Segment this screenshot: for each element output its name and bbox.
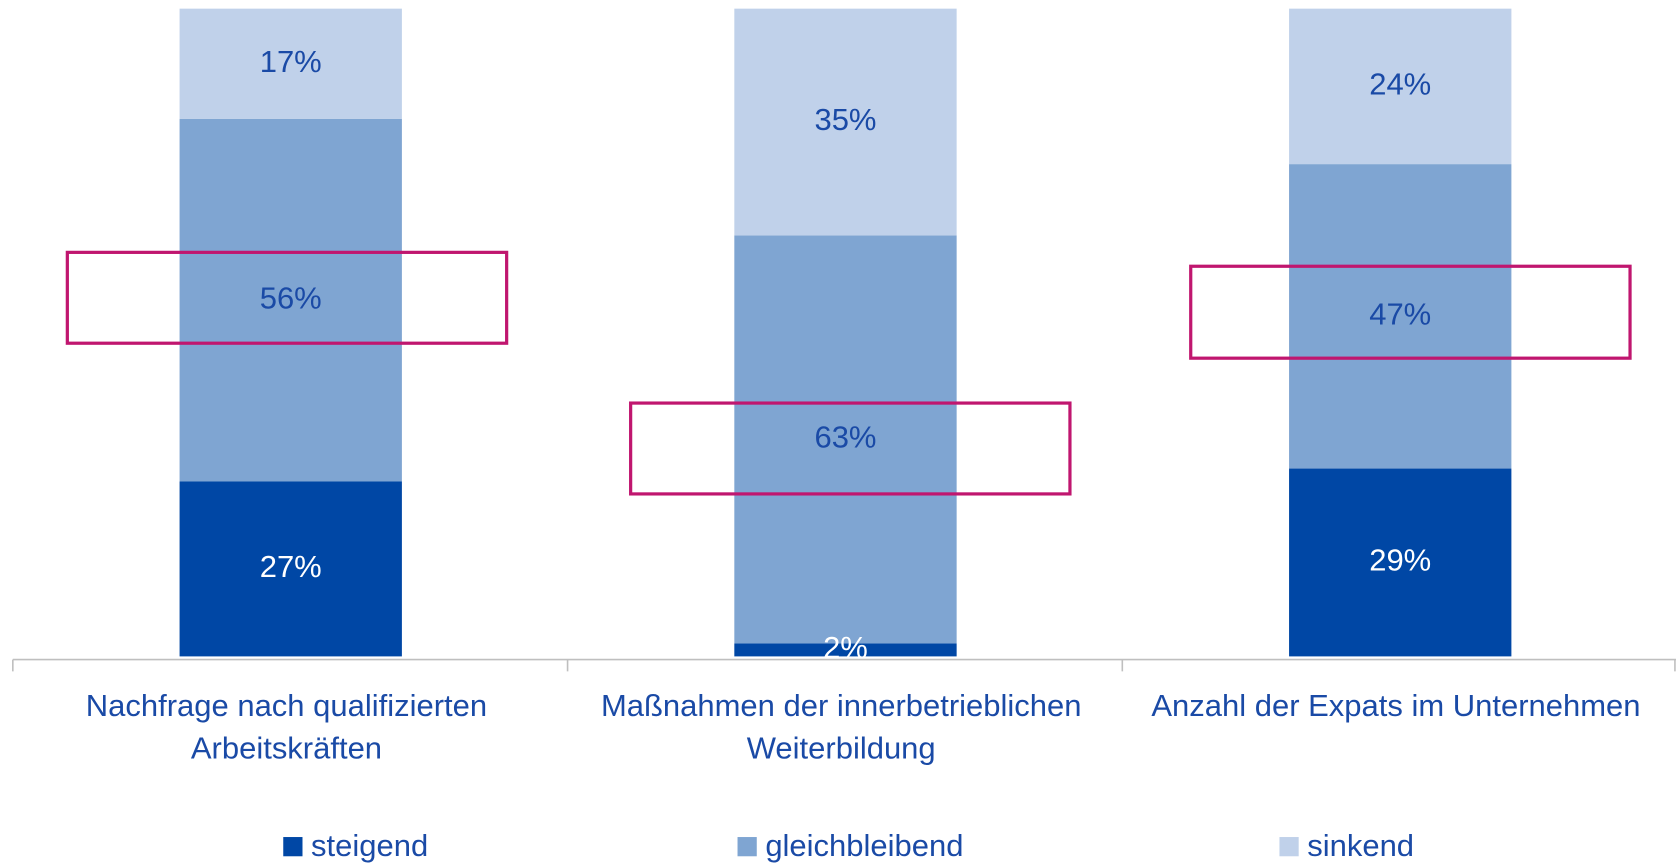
highlight-box <box>65 250 509 345</box>
bar-segment <box>1289 468 1512 657</box>
data-label: 63% <box>814 420 876 455</box>
data-label: 35% <box>814 102 876 137</box>
data-label: 29% <box>1369 543 1431 578</box>
bar-segment <box>1289 164 1512 469</box>
legend-label: steigend <box>311 828 428 863</box>
bar-segment <box>734 8 957 236</box>
bar-segment <box>734 235 957 644</box>
bar-segment <box>179 118 402 482</box>
highlight-box <box>1189 264 1632 360</box>
x-tick-label: Nachfrage nach qualifizierten <box>86 688 487 723</box>
data-label: 17% <box>260 44 322 79</box>
legend-label: sinkend <box>1307 828 1414 863</box>
x-tick-label: Arbeitskräften <box>191 731 382 766</box>
bar-segment <box>179 481 402 657</box>
data-label: 2% <box>823 630 868 665</box>
legend-swatch <box>1279 837 1299 857</box>
bar-segment <box>179 8 402 119</box>
bars <box>179 8 1512 657</box>
x-tick-label: Weiterbildung <box>747 731 936 766</box>
bar-segment <box>1289 8 1512 165</box>
x-tick-label: Maßnahmen der innerbetrieblichen <box>601 688 1082 723</box>
highlight-box <box>629 401 1072 496</box>
data-label: 47% <box>1369 297 1431 332</box>
data-label: 56% <box>260 280 322 315</box>
data-label: 27% <box>260 549 322 584</box>
legend-swatch <box>737 837 757 857</box>
legend-label: gleichbleibend <box>765 828 963 863</box>
data-label: 24% <box>1369 67 1431 102</box>
x-tick-label: Anzahl der Expats im Unternehmen <box>1151 688 1640 723</box>
bar-segment <box>734 643 957 657</box>
legend-swatch <box>283 837 303 857</box>
